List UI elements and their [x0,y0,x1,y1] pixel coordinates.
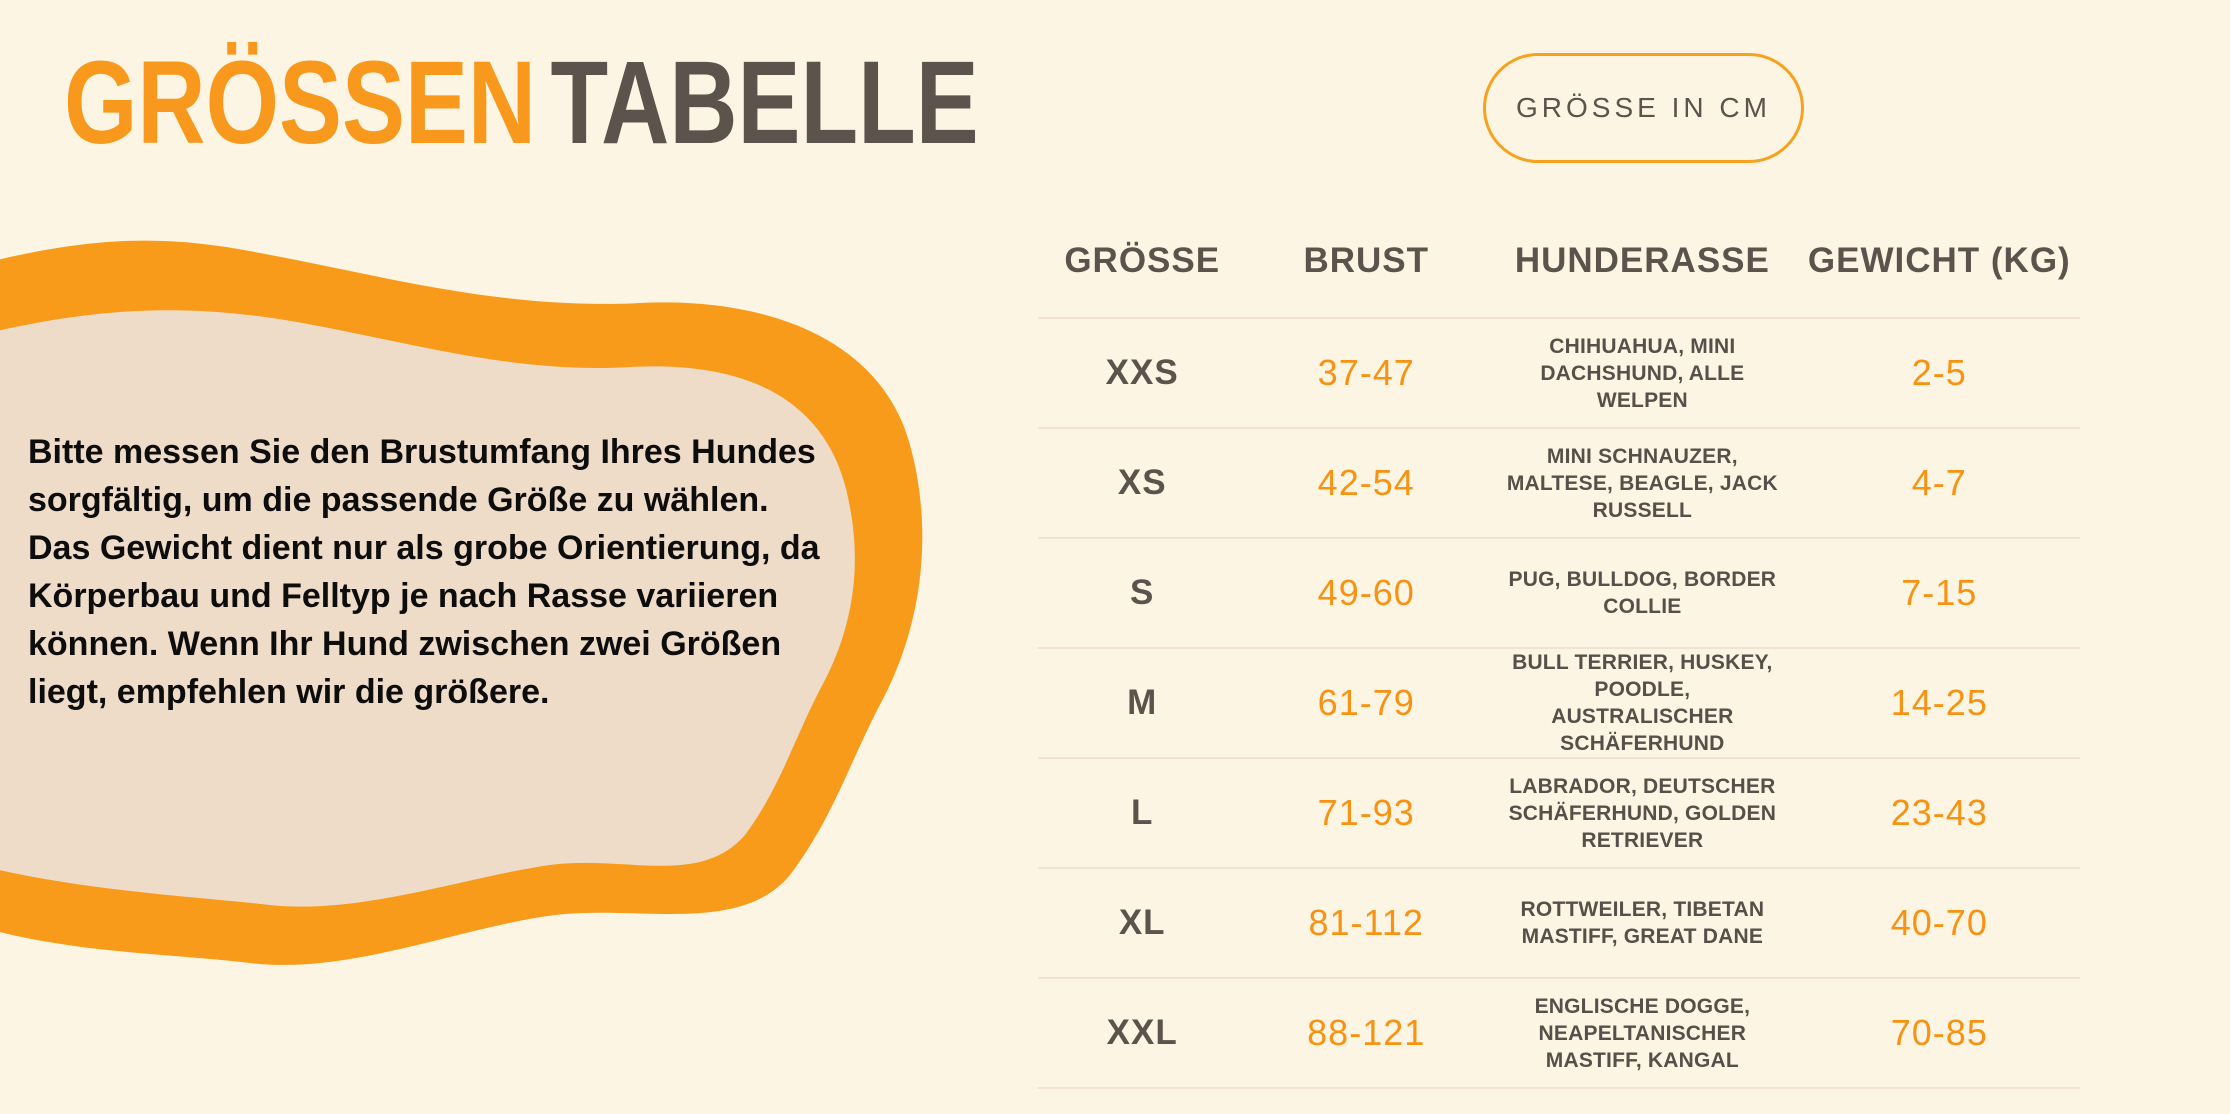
breeds-cell: ENGLISCHE DOGGE, NEAPELTANISCHER MASTIFF… [1534,994,1751,1072]
chest-cell: 49-60 [1317,572,1415,613]
breeds-cell: BULL TERRIER, HUSKEY, POODLE, AUSTRALISC… [1512,651,1773,755]
chest-cell: 37-47 [1317,352,1415,393]
size-cell: M [1127,683,1158,722]
header-cell-hunderasse: HUNDERASSE [1514,241,1770,280]
size-cell: XL [1118,903,1166,942]
measurement-note: Bitte messen Sie den Brustumfang Ihres H… [28,433,820,711]
table-row: XL 81-112 ROTTWEILER, TIBETAN MASTIFF, G… [1038,867,2080,977]
weight-cell: 40-70 [1890,902,1988,943]
table-row: XS 42-54 MINI SCHNAUZER, MALTESE, BEAGLE… [1038,427,2080,537]
page-title-rest: TABELLE [550,37,979,169]
weight-cell: 23-43 [1890,792,1988,833]
weight-cell: 4-7 [1911,462,1967,503]
size-cell: S [1130,573,1155,612]
header-cell-groesse: GRÖSSE [1064,241,1221,280]
chest-cell: 61-79 [1317,682,1415,723]
chest-cell: 81-112 [1308,902,1424,943]
header-cell-brust: BRUST [1303,241,1429,280]
breeds-cell: ROTTWEILER, TIBETAN MASTIFF, GREAT DANE [1520,898,1765,948]
breeds-cell: PUG, BULLDOG, BORDER COLLIE [1508,568,1777,618]
breeds-cell: MINI SCHNAUZER, MALTESE, BEAGLE, JACK RU… [1506,444,1778,522]
table-row: M 61-79 BULL TERRIER, HUSKEY, POODLE, AU… [1038,647,2080,757]
weight-cell: 7-15 [1901,572,1978,613]
chest-cell: 71-93 [1317,792,1415,833]
weight-cell: 2-5 [1911,352,1967,393]
size-table: GRÖSSE BRUST HUNDERASSE GEWICHT (KG) XXS… [1038,205,2080,1089]
chest-cell: 88-121 [1307,1012,1426,1053]
note-blob-shape [0,240,923,965]
size-cell: L [1131,793,1154,832]
unit-badge: GRÖSSE IN CM [1483,53,1804,163]
chest-cell: 42-54 [1317,462,1415,503]
size-table-body: XXS 37-47 CHIHUAHUA, MINI DACHSHUND, ALL… [1038,317,2080,1089]
table-row: S 49-60 PUG, BULLDOG, BORDER COLLIE 7-15 [1038,537,2080,647]
size-cell: XXL [1106,1013,1178,1052]
unit-badge-label: GRÖSSE IN CM [1516,92,1771,123]
breeds-cell: CHIHUAHUA, MINI DACHSHUND, ALLE WELPEN [1540,334,1745,412]
size-cell: XXS [1105,353,1179,392]
page-title: GRÖSSEN TABELLE [64,38,979,168]
page-title-highlight: GRÖSSEN [64,37,537,169]
weight-cell: 70-85 [1890,1012,1988,1053]
header-cell-gewicht: GEWICHT (KG) [1807,241,2071,280]
table-row: XXS 37-47 CHIHUAHUA, MINI DACHSHUND, ALL… [1038,317,2080,427]
table-row: L 71-93 LABRADOR, DEUTSCHER SCHÄFERHUND,… [1038,757,2080,867]
weight-cell: 14-25 [1890,682,1988,723]
table-row: XXL 88-121 ENGLISCHE DOGGE, NEAPELTANISC… [1038,977,2080,1089]
size-cell: XS [1117,463,1167,502]
breeds-cell: LABRADOR, DEUTSCHER SCHÄFERHUND, GOLDEN … [1508,774,1777,852]
size-table-header: GRÖSSE BRUST HUNDERASSE GEWICHT (KG) [1038,205,2080,317]
